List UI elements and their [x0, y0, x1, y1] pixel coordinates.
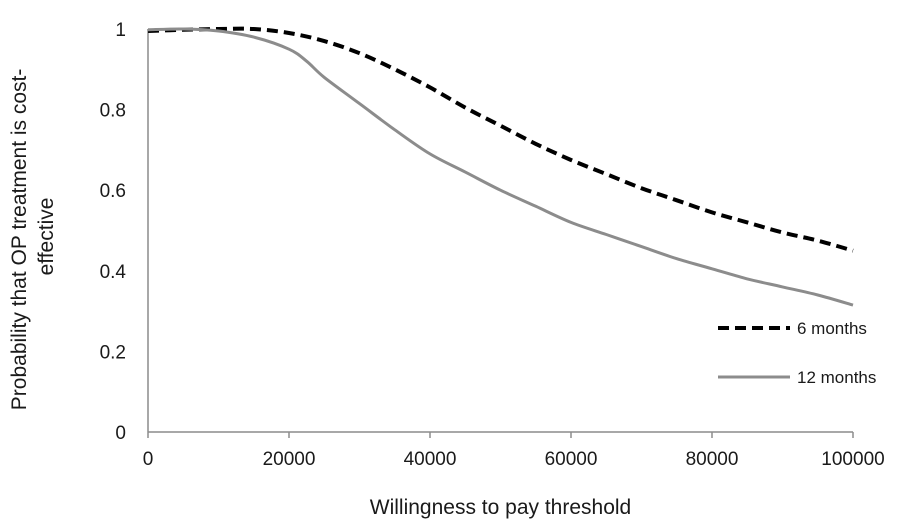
series-line-12-months [147, 27, 854, 307]
legend-label: 12 months [797, 368, 876, 387]
y-tick-label: 0.6 [100, 181, 126, 202]
x-tick-label: 20000 [263, 449, 316, 470]
series-line-6-months [147, 26, 854, 253]
y-tick-label: 0.2 [100, 342, 126, 363]
x-tick-label: 80000 [686, 449, 739, 470]
x-tick-label: 100000 [821, 449, 884, 470]
x-axis-title: Willingness to pay threshold [370, 496, 631, 519]
legend: 6 months 12 months [718, 319, 876, 387]
x-axis-ticks: 0 20000 40000 60000 80000 100000 [143, 432, 885, 470]
x-tick-label: 60000 [545, 449, 598, 470]
x-tick-label: 0 [143, 449, 154, 470]
y-axis-title-line-2: effective [35, 198, 58, 276]
x-tick-label: 40000 [404, 449, 457, 470]
legend-label: 6 months [797, 319, 867, 338]
y-axis-title-line-1: Probability that OP treatment is cost- [8, 69, 31, 411]
series-lines [147, 26, 854, 307]
y-tick-label: 0.8 [100, 101, 126, 122]
y-axis-ticks: 0 0.2 0.4 0.6 0.8 1 [100, 20, 127, 444]
y-tick-label: 0.4 [100, 262, 127, 283]
y-axis-title: Probability that OP treatment is cost- e… [8, 63, 58, 410]
y-tick-label: 0 [115, 423, 126, 444]
y-tick-label: 1 [115, 20, 126, 41]
axes [147, 29, 853, 433]
